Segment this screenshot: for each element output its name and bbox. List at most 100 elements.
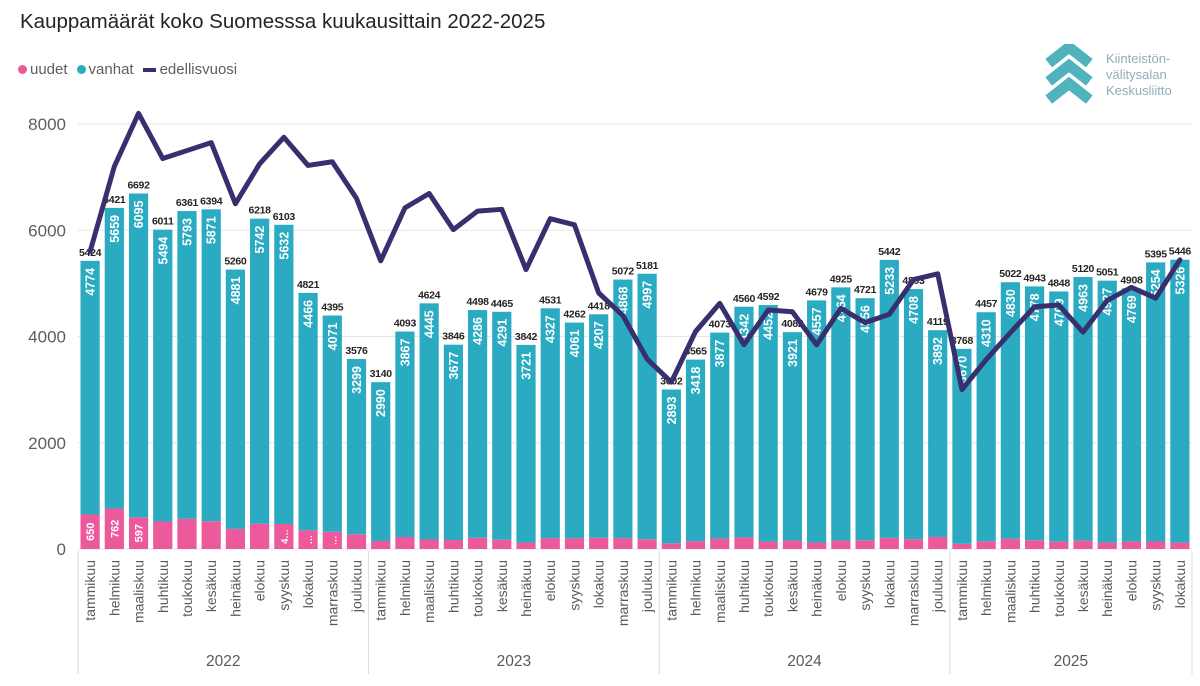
- bar-uudet[interactable]: [250, 523, 270, 549]
- bar-vanhat[interactable]: [661, 389, 681, 544]
- bar-vanhat[interactable]: [831, 287, 851, 541]
- x-month-label: tammikuu: [82, 560, 98, 621]
- bar-vanhat[interactable]: [734, 306, 754, 538]
- bar-vanhat[interactable]: [613, 279, 633, 539]
- bar-vanhat[interactable]: [710, 332, 730, 539]
- bar-vanhat[interactable]: [1121, 288, 1142, 542]
- bar-uudet[interactable]: [225, 528, 246, 549]
- bar-uudet[interactable]: [80, 514, 100, 549]
- bar-uudet[interactable]: [564, 538, 585, 549]
- bar-uudet[interactable]: [492, 539, 512, 549]
- bar-vanhat[interactable]: [879, 259, 899, 538]
- bar-vanhat[interactable]: [298, 292, 318, 531]
- bar-uudet[interactable]: [807, 542, 827, 549]
- bar-uudet[interactable]: [1000, 538, 1020, 549]
- bar-vanhat[interactable]: [1049, 291, 1069, 542]
- bar-vanhat[interactable]: [1146, 262, 1166, 542]
- bar-vanhat[interactable]: [225, 269, 246, 529]
- bar-uudet[interactable]: [1024, 540, 1045, 549]
- bar-vanhat[interactable]: [128, 193, 149, 518]
- chevrons-icon: [1045, 44, 1093, 104]
- bar-uudet[interactable]: [322, 531, 342, 549]
- bar-vanhat[interactable]: [540, 308, 560, 539]
- bar-uudet[interactable]: [831, 540, 851, 549]
- bar-uudet[interactable]: [710, 538, 730, 549]
- bar-uudet[interactable]: [734, 537, 754, 549]
- bar-inner-label: 4445: [423, 310, 437, 338]
- bar-vanhat[interactable]: [589, 314, 609, 538]
- bar-uudet[interactable]: [516, 542, 536, 549]
- bar-uudet[interactable]: [395, 536, 415, 549]
- bar-uudet[interactable]: [1097, 542, 1117, 549]
- bar-uudet[interactable]: [613, 538, 633, 549]
- bar-uudet[interactable]: [685, 541, 706, 549]
- bar-vanhat[interactable]: [274, 224, 294, 524]
- bar-vanhat[interactable]: [952, 348, 972, 544]
- legend-item-uudet[interactable]: uudet: [18, 61, 68, 78]
- bar-uudet[interactable]: [1146, 541, 1166, 549]
- bar-uudet[interactable]: [952, 543, 972, 549]
- bar-vanhat[interactable]: [758, 305, 778, 542]
- bar-vanhat[interactable]: [516, 344, 536, 543]
- bar-vanhat[interactable]: [492, 311, 512, 540]
- bar-total-label: 6692: [127, 179, 150, 191]
- bar-vanhat[interactable]: [371, 382, 391, 542]
- bar-uudet[interactable]: [1049, 541, 1069, 549]
- bar-vanhat[interactable]: [1024, 286, 1045, 541]
- bar-uudet[interactable]: [661, 543, 681, 549]
- legend-item-vanhat[interactable]: vanhat: [76, 61, 134, 78]
- bar-vanhat[interactable]: [177, 211, 197, 519]
- bar-vanhat[interactable]: [467, 310, 488, 538]
- bar-vanhat[interactable]: [928, 330, 948, 537]
- bar-uudet[interactable]: [419, 539, 439, 549]
- bar-vanhat[interactable]: [250, 218, 270, 524]
- bar-uudet[interactable]: [443, 540, 463, 549]
- bar-uudet[interactable]: [928, 536, 948, 549]
- bar-uudet[interactable]: [879, 537, 899, 549]
- bar-uudet[interactable]: [346, 534, 367, 549]
- bar-uudet[interactable]: [976, 541, 996, 549]
- bar-uudet[interactable]: [274, 523, 294, 549]
- bar-total-label: 4418: [588, 300, 611, 312]
- bar-uudet[interactable]: [1170, 542, 1190, 549]
- bar-uudet[interactable]: [153, 521, 173, 549]
- bar-uudet[interactable]: [589, 537, 609, 549]
- bar-inner-label: 2893: [665, 396, 679, 424]
- bar-vanhat[interactable]: [201, 209, 221, 522]
- bar-vanhat[interactable]: [80, 260, 100, 515]
- bar-vanhat[interactable]: [419, 303, 439, 540]
- bar-uudet[interactable]: [467, 537, 488, 549]
- bar-vanhat[interactable]: [1000, 282, 1020, 539]
- bar-vanhat[interactable]: [1170, 259, 1190, 543]
- bar-uudet[interactable]: [298, 530, 318, 549]
- bar-uudet[interactable]: [1121, 541, 1142, 549]
- bar-vanhat[interactable]: [564, 322, 585, 539]
- bar-uudet[interactable]: [637, 539, 657, 549]
- bar-vanhat[interactable]: [395, 331, 415, 537]
- bar-vanhat[interactable]: [685, 359, 706, 542]
- bar-vanhat[interactable]: [807, 300, 827, 543]
- bar-uudet[interactable]: [201, 521, 221, 549]
- bar-vanhat[interactable]: [637, 273, 657, 540]
- bar-uudet[interactable]: [903, 539, 924, 549]
- bar-vanhat[interactable]: [1097, 280, 1117, 543]
- bar-uudet[interactable]: [371, 541, 391, 549]
- bar-vanhat[interactable]: [782, 332, 803, 541]
- bar-vanhat[interactable]: [322, 315, 342, 532]
- bar-vanhat[interactable]: [346, 359, 367, 535]
- bar-uudet[interactable]: [855, 540, 875, 549]
- bar-vanhat[interactable]: [153, 229, 173, 522]
- bar-uudet[interactable]: [1073, 540, 1093, 549]
- bar-uudet[interactable]: [540, 538, 560, 549]
- bar-uudet[interactable]: [177, 518, 197, 549]
- bar-vanhat[interactable]: [1073, 277, 1093, 541]
- legend-item-edellisvuosi[interactable]: edellisvuosi: [142, 61, 237, 78]
- bar-vanhat[interactable]: [855, 298, 875, 541]
- bar-uudet[interactable]: [104, 508, 124, 549]
- bar-uudet[interactable]: [128, 517, 149, 549]
- bar-vanhat[interactable]: [104, 207, 124, 509]
- bar-vanhat[interactable]: [903, 289, 924, 540]
- bar-vanhat[interactable]: [443, 344, 463, 541]
- bar-uudet[interactable]: [758, 541, 778, 549]
- bar-uudet[interactable]: [782, 540, 803, 549]
